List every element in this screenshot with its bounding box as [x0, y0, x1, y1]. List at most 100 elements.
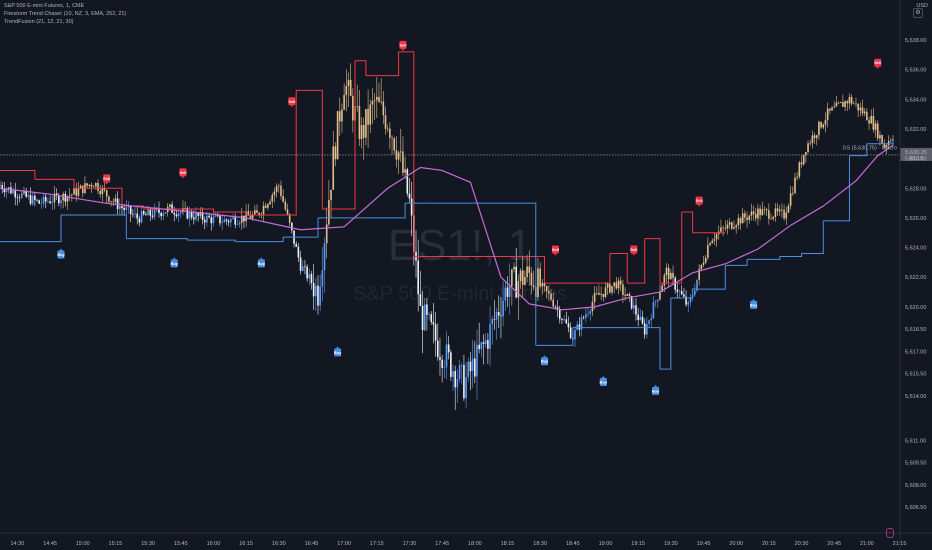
- candle-body: [86, 183, 88, 186]
- currency-label[interactable]: USD: [916, 3, 928, 9]
- candle-body: [587, 313, 589, 315]
- candle: [347, 72, 350, 108]
- candle-body: [478, 344, 480, 350]
- candle: [613, 282, 616, 294]
- candle-body: [436, 340, 439, 358]
- candle-body: [352, 96, 354, 121]
- candle-body: [537, 268, 539, 298]
- sell-signal: Sell: [179, 168, 187, 179]
- candle: [763, 206, 766, 215]
- candle: [696, 279, 698, 292]
- candle: [844, 100, 846, 111]
- candle-body: [441, 359, 443, 368]
- candle: [223, 215, 226, 223]
- candle: [822, 123, 825, 130]
- x-tick-label: 19:45: [697, 541, 711, 547]
- candle: [852, 101, 855, 105]
- candle-body: [23, 190, 25, 194]
- buy-badge: [57, 250, 65, 259]
- candle: [885, 143, 888, 155]
- candle: [508, 263, 511, 315]
- candle: [142, 209, 145, 216]
- candle-body: [807, 143, 809, 153]
- candle: [469, 351, 472, 391]
- candle: [526, 254, 528, 283]
- x-tick-label: 18:00: [468, 541, 482, 547]
- candle: [487, 333, 489, 364]
- candle: [678, 289, 681, 299]
- gear-icon[interactable]: ⚙: [913, 8, 923, 18]
- candle-body: [700, 264, 703, 270]
- x-tick-label: 14:30: [11, 541, 25, 547]
- candle-body: [389, 128, 391, 138]
- buy-pointer: [59, 248, 63, 251]
- candle-body: [71, 194, 73, 196]
- candle-body: [319, 286, 321, 306]
- candle-body: [787, 205, 790, 213]
- candle: [846, 99, 849, 112]
- candle: [328, 180, 330, 227]
- candle: [36, 198, 38, 203]
- candle-body: [757, 208, 759, 219]
- candle: [480, 341, 483, 358]
- candle-body: [95, 182, 97, 187]
- candle-body: [195, 212, 197, 220]
- x-tick-label: 17:15: [370, 541, 384, 547]
- candle-body: [683, 294, 685, 297]
- candle-body: [151, 215, 154, 217]
- candle-body: [47, 201, 49, 202]
- symbol-title[interactable]: S&P 500 E-mini Futures, 1, CME: [4, 3, 85, 9]
- candle: [321, 247, 324, 302]
- candle-body: [524, 277, 526, 285]
- indicator-trendfusion-label[interactable]: TrendFusion (21, 12, 21, 30): [4, 19, 74, 25]
- indicator-firestorm-label[interactable]: Firestorm Trend Chaser (10, NZ, 3, EMA, …: [4, 11, 127, 17]
- candle-body: [578, 324, 581, 330]
- candle-body: [127, 206, 130, 208]
- candle: [711, 238, 714, 244]
- candle-body: [81, 185, 84, 194]
- candle: [47, 197, 49, 204]
- y-tick-label: 5,611.00: [905, 438, 926, 444]
- candle: [698, 264, 700, 286]
- candle: [230, 217, 232, 228]
- candle: [108, 195, 110, 204]
- buy-pointer: [752, 298, 756, 301]
- candle: [423, 298, 426, 332]
- candle-body: [219, 215, 221, 224]
- y-tick-label: 5,632.00: [905, 127, 926, 133]
- candle: [759, 204, 761, 221]
- candle-body: [482, 342, 485, 344]
- candle-body: [175, 214, 178, 217]
- candle-body: [447, 344, 450, 353]
- candle-body: [458, 365, 461, 379]
- candle-body: [846, 101, 849, 104]
- buy-badge: [170, 259, 178, 268]
- candle: [160, 211, 162, 221]
- candle: [683, 288, 685, 298]
- candle-body: [776, 208, 779, 212]
- price-tag-box: [900, 147, 932, 161]
- candle-body: [256, 210, 258, 213]
- x-tick-label: 17:00: [337, 541, 351, 547]
- candle: [876, 120, 879, 141]
- candle: [271, 192, 274, 209]
- candle: [62, 191, 64, 209]
- trendfusion-segment: [365, 203, 406, 219]
- candle-body: [315, 285, 317, 297]
- sell-pointer: [876, 66, 880, 69]
- sell-signal: Sell: [399, 40, 407, 51]
- candle-body: [42, 196, 45, 204]
- candle: [463, 355, 465, 402]
- candle-body: [60, 200, 62, 204]
- candle: [792, 186, 794, 196]
- buy-pointer: [336, 346, 340, 349]
- candle-body: [112, 201, 115, 202]
- candle-body: [815, 135, 818, 139]
- candle-body: [754, 213, 757, 219]
- candle: [103, 182, 106, 193]
- candle-body: [38, 200, 41, 204]
- candle-body: [829, 108, 831, 111]
- candle-body: [34, 195, 36, 200]
- candle-body: [565, 319, 568, 324]
